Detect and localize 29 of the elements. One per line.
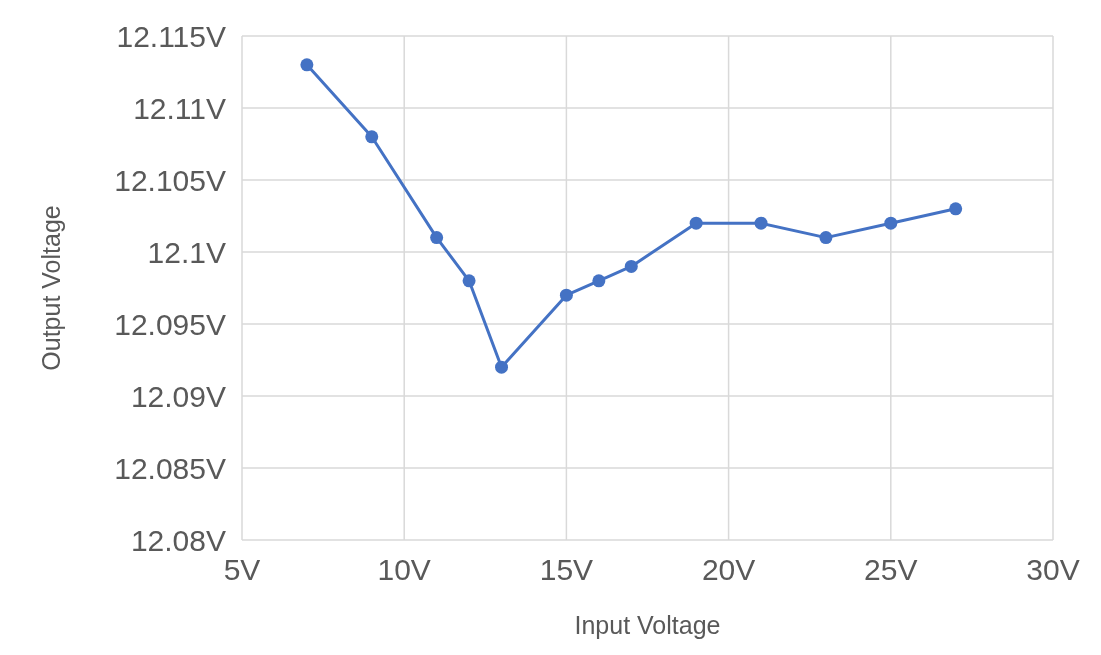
x-tick-label: 10V [377,553,431,586]
y-tick-label: 12.105V [114,163,226,197]
point [495,360,509,374]
point [819,231,833,245]
point [754,216,768,230]
point [430,231,444,245]
y-axis-title: Output Voltage [37,205,65,371]
x-tick-label: 30V [1026,553,1080,586]
point [300,58,314,72]
y-tick-label: 12.08V [130,523,226,557]
y-tick-label: 12.095V [114,307,226,341]
x-tick-label: 5V [223,553,261,586]
point [462,274,476,288]
y-tick-label: 12.085V [114,451,226,485]
point [884,216,898,230]
point [365,130,379,144]
point [624,259,638,273]
x-axis-title: Input Voltage [574,611,721,639]
point [592,274,606,288]
point [689,216,703,230]
point [949,202,963,216]
y-tick-label: 12.11V [133,91,226,125]
y-tick-label: 12.115V [116,19,226,53]
x-tick-label: 25V [864,553,918,586]
x-tick-label: 20V [701,553,756,586]
y-tick-label: 12.09V [130,379,226,413]
y-tick-label: 12.1V [147,235,226,269]
point [559,288,573,302]
x-tick-label: 15V [539,553,594,586]
